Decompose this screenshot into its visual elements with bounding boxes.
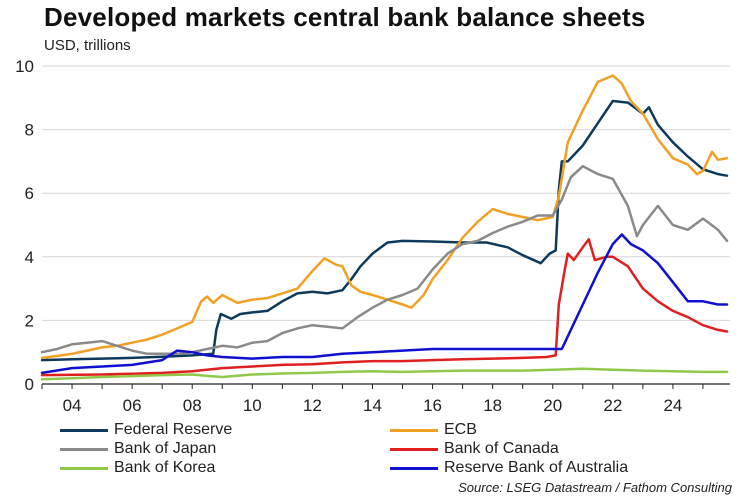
legend-swatch-0 [60, 428, 108, 432]
legend-label-4: Bank of Korea [114, 459, 216, 476]
legend-item-0: Federal Reserve [60, 421, 232, 439]
legend-label-2: Bank of Japan [114, 440, 217, 457]
y-tick-label-2: 4 [25, 248, 34, 267]
legend-item-1: ECB [390, 421, 477, 439]
x-tick-label-2: 08 [183, 396, 202, 415]
legend-swatch-4 [60, 466, 108, 470]
x-tick-label-1: 06 [123, 396, 142, 415]
series-line-5 [40, 233, 729, 375]
series-line-2 [40, 164, 729, 356]
series-lines [40, 74, 729, 381]
legend-swatch-5 [390, 466, 438, 470]
source-note: Source: LSEG Datastream / Fathom Consult… [458, 480, 732, 495]
x-tick-label-7: 18 [483, 396, 502, 415]
x-tick-label-3: 10 [243, 396, 262, 415]
series-line-1 [40, 74, 729, 360]
legend-item-4: Bank of Korea [60, 459, 215, 477]
y-tick-label-0: 0 [25, 375, 34, 394]
x-tick-label-10: 24 [663, 396, 682, 415]
series-line-4 [40, 367, 729, 381]
x-tick-label-5: 14 [363, 396, 382, 415]
y-axis-tick-labels: 0 2 4 6 8 10 [15, 57, 34, 394]
legend-item-2: Bank of Japan [60, 440, 216, 458]
x-tick-label-4: 12 [303, 396, 322, 415]
y-tick-label-1: 2 [25, 311, 34, 330]
y-tick-label-4: 8 [25, 121, 34, 140]
y-tick-label-5: 10 [15, 57, 34, 76]
gridlines [42, 65, 730, 385]
y-tick-label-3: 6 [25, 184, 34, 203]
legend-label-0: Federal Reserve [114, 421, 233, 438]
legend-label-3: Bank of Canada [444, 440, 559, 457]
legend-swatch-2 [60, 447, 108, 451]
x-tick-label-9: 22 [603, 396, 622, 415]
x-axis: 04 06 08 10 12 14 16 18 20 22 24 [41, 383, 730, 415]
legend-label-5: Reserve Bank of Australia [444, 459, 629, 476]
x-tick-label-0: 04 [63, 396, 82, 415]
series-line-0 [40, 99, 729, 362]
x-tick-label-6: 16 [423, 396, 442, 415]
legend-item-3: Bank of Canada [390, 440, 559, 458]
series-line-3 [40, 238, 729, 377]
legend-item-5: Reserve Bank of Australia [390, 459, 628, 477]
legend-swatch-3 [390, 447, 438, 451]
legend-swatch-1 [390, 428, 438, 432]
x-tick-label-8: 20 [543, 396, 562, 415]
chart-subtitle: USD, trillions [44, 37, 131, 54]
chart-title: Developed markets central bank balance s… [44, 2, 646, 32]
legend-label-1: ECB [444, 421, 477, 438]
